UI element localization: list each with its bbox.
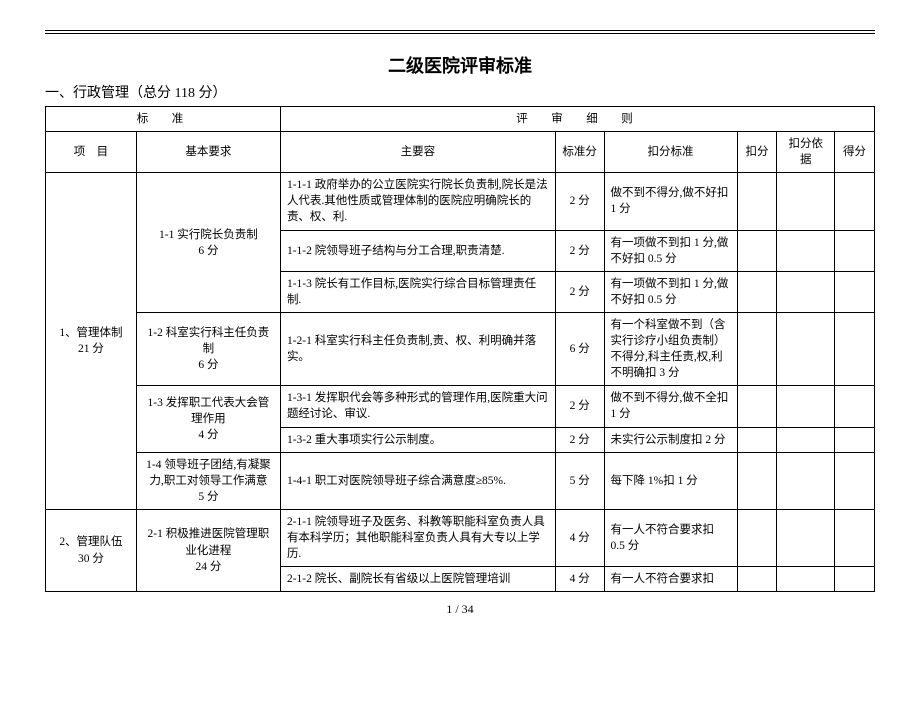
cell-deductstd: 做不到不得分,做不全扣 1 分 [604, 386, 737, 427]
table-header-group-row: 标 准 评 审 细 则 [46, 107, 875, 132]
cell-basis [777, 386, 835, 427]
header-group-rules: 评 审 细 则 [280, 107, 874, 132]
cell-basis [777, 567, 835, 592]
cell-basic: 2-1 积极推进医院管理职业化进程24 分 [136, 509, 280, 591]
cell-deduct [737, 567, 777, 592]
page-title: 二级医院评审标准 [45, 52, 875, 78]
cell-score [835, 271, 875, 312]
cell-score [835, 312, 875, 385]
cell-stdscore: 2 分 [555, 386, 604, 427]
table-row: 1-2 科室实行科主任负责制6 分 1-2-1 科室实行科主任负责制,责、权、利… [46, 312, 875, 385]
cell-deductstd: 有一项做不到扣 1 分,做不好扣 0.5 分 [604, 230, 737, 271]
cell-project: 2、管理队伍30 分 [46, 509, 137, 591]
cell-content: 1-3-1 发挥职代会等多种形式的管理作用,医院重大问题经讨论、审议. [280, 386, 555, 427]
cell-basis [777, 230, 835, 271]
cell-basic: 1-1 实行院长负责制6 分 [136, 173, 280, 313]
header-score: 得分 [835, 132, 875, 173]
cell-deductstd: 有一项做不到扣 1 分,做不好扣 0.5 分 [604, 271, 737, 312]
table-row: 1-4 领导班子团结,有凝聚力,职工对领导工作满意5 分 1-4-1 职工对医院… [46, 452, 875, 509]
cell-basis [777, 312, 835, 385]
cell-content: 2-1-2 院长、副院长有省级以上医院管理培训 [280, 567, 555, 592]
cell-score [835, 230, 875, 271]
cell-score [835, 427, 875, 452]
cell-deduct [737, 386, 777, 427]
cell-stdscore: 2 分 [555, 427, 604, 452]
standards-table: 标 准 评 审 细 则 项 目 基本要求 主要容 标准分 扣分标准 扣分 扣分依… [45, 106, 875, 592]
cell-stdscore: 5 分 [555, 452, 604, 509]
cell-stdscore: 6 分 [555, 312, 604, 385]
cell-deduct [737, 230, 777, 271]
cell-project: 1、管理体制21 分 [46, 173, 137, 510]
cell-deductstd: 有一个科室做不到（含实行诊疗小组负责制）不得分,科主任责,权,利不明确扣 3 分 [604, 312, 737, 385]
header-deduct: 扣分 [737, 132, 777, 173]
cell-deductstd: 有一人不符合要求扣 [604, 567, 737, 592]
table-row: 1、管理体制21 分 1-1 实行院长负责制6 分 1-1-1 政府举办的公立医… [46, 173, 875, 230]
cell-content: 1-2-1 科室实行科主任负责制,责、权、利明确并落实。 [280, 312, 555, 385]
header-basic: 基本要求 [136, 132, 280, 173]
table-row: 1-3 发挥职工代表大会管理作用4 分 1-3-1 发挥职代会等多种形式的管理作… [46, 386, 875, 427]
cell-stdscore: 4 分 [555, 509, 604, 566]
cell-basis [777, 427, 835, 452]
table-header-row: 项 目 基本要求 主要容 标准分 扣分标准 扣分 扣分依据 得分 [46, 132, 875, 173]
cell-basic: 1-4 领导班子团结,有凝聚力,职工对领导工作满意5 分 [136, 452, 280, 509]
cell-stdscore: 2 分 [555, 230, 604, 271]
cell-content: 1-1-1 政府举办的公立医院实行院长负责制,院长是法人代表.其他性质或管理体制… [280, 173, 555, 230]
cell-basic: 1-3 发挥职工代表大会管理作用4 分 [136, 386, 280, 452]
header-content: 主要容 [280, 132, 555, 173]
header-group-standard: 标 准 [46, 107, 281, 132]
cell-stdscore: 4 分 [555, 567, 604, 592]
cell-content: 1-4-1 职工对医院领导班子综合满意度≥85%. [280, 452, 555, 509]
cell-deduct [737, 271, 777, 312]
cell-deductstd: 有一人不符合要求扣 0.5 分 [604, 509, 737, 566]
cell-deductstd: 未实行公示制度扣 2 分 [604, 427, 737, 452]
cell-deduct [737, 427, 777, 452]
cell-content: 2-1-1 院领导班子及医务、科教等职能科室负责人具有本科学历；其他职能科室负责… [280, 509, 555, 566]
cell-stdscore: 2 分 [555, 173, 604, 230]
header-project: 项 目 [46, 132, 137, 173]
cell-score [835, 452, 875, 509]
cell-deduct [737, 452, 777, 509]
cell-score [835, 567, 875, 592]
cell-score [835, 386, 875, 427]
cell-basic: 1-2 科室实行科主任负责制6 分 [136, 312, 280, 385]
cell-score [835, 173, 875, 230]
header-stdscore: 标准分 [555, 132, 604, 173]
cell-deduct [737, 312, 777, 385]
header-basis: 扣分依据 [777, 132, 835, 173]
section-heading: 一、行政管理（总分 118 分） [45, 82, 875, 102]
table-row: 2、管理队伍30 分 2-1 积极推进医院管理职业化进程24 分 2-1-1 院… [46, 509, 875, 566]
cell-content: 1-1-3 院长有工作目标,医院实行综合目标管理责任制. [280, 271, 555, 312]
cell-basis [777, 271, 835, 312]
cell-basis [777, 173, 835, 230]
cell-deduct [737, 173, 777, 230]
cell-basis [777, 452, 835, 509]
cell-deductstd: 做不到不得分,做不好扣 1 分 [604, 173, 737, 230]
page-number: 1 / 34 [45, 602, 875, 617]
cell-content: 1-3-2 重大事项实行公示制度。 [280, 427, 555, 452]
cell-deduct [737, 509, 777, 566]
cell-stdscore: 2 分 [555, 271, 604, 312]
header-deductstd: 扣分标准 [604, 132, 737, 173]
cell-score [835, 509, 875, 566]
cell-content: 1-1-2 院领导班子结构与分工合理,职责清楚. [280, 230, 555, 271]
cell-deductstd: 每下降 1%扣 1 分 [604, 452, 737, 509]
cell-basis [777, 509, 835, 566]
